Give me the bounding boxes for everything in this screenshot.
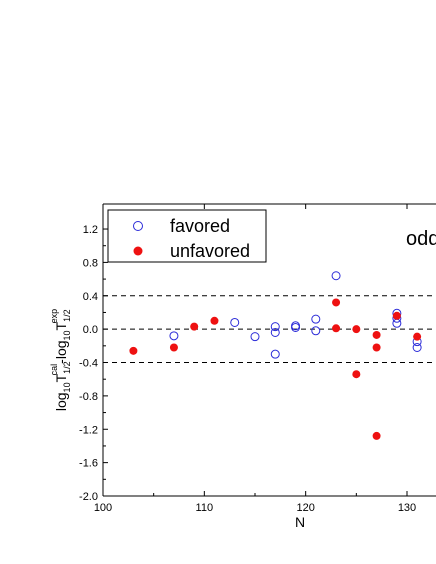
point-favored <box>311 326 321 336</box>
x-axis-title: N <box>295 514 305 530</box>
point-unfavored <box>190 322 199 331</box>
data-points <box>129 271 422 440</box>
y-axis-title: log10T1/2cal-log10T1/2exp <box>49 309 72 411</box>
point-favored <box>412 342 422 352</box>
legend-marker-favored <box>133 221 143 231</box>
y-tick-label: 0.0 <box>83 324 98 336</box>
point-unfavored <box>372 330 381 339</box>
point-unfavored <box>352 325 361 334</box>
x-tick-label: 100 <box>94 502 112 514</box>
point-favored <box>169 331 179 341</box>
y-tick-label: -1.6 <box>79 458 98 470</box>
point-favored <box>270 327 280 337</box>
point-unfavored <box>332 298 341 307</box>
chart-annotation: odd <box>406 228 436 250</box>
legend: favored unfavored <box>107 209 267 263</box>
point-unfavored <box>372 431 381 440</box>
x-tick-label: 110 <box>196 502 214 514</box>
x-tick-label: 130 <box>398 502 416 514</box>
point-unfavored <box>332 324 341 333</box>
reference-lines <box>103 295 436 364</box>
point-unfavored <box>392 311 401 320</box>
point-favored <box>230 317 240 327</box>
y-tick-label: 1.2 <box>83 224 98 236</box>
y-tick-label: -2.0 <box>79 491 98 503</box>
point-favored <box>331 271 341 281</box>
ticks: -2.0 -1.6 -1.2 -0.8 -0.4 0.0 0.4 0.8 1.2 100 110 12… <box>79 204 416 514</box>
y-tick-label: 0.8 <box>83 257 98 269</box>
y-tick-label: -1.2 <box>79 424 98 436</box>
point-unfavored <box>372 343 381 352</box>
point-unfavored <box>413 332 422 341</box>
point-favored <box>291 321 301 331</box>
y-tick-label: 0.4 <box>83 291 98 303</box>
point-unfavored <box>169 343 178 352</box>
axes <box>102 203 436 497</box>
legend-marker-unfavored <box>133 246 143 256</box>
point-unfavored <box>352 370 361 379</box>
x-tick-label: 120 <box>296 502 314 514</box>
point-favored <box>311 314 321 324</box>
point-favored <box>392 318 402 328</box>
point-unfavored <box>129 346 138 355</box>
point-unfavored <box>210 316 219 325</box>
y-tick-label: -0.4 <box>79 358 98 370</box>
legend-label-favored: favored <box>170 216 230 236</box>
point-favored <box>250 332 260 342</box>
legend-label-unfavored: unfavored <box>170 241 250 261</box>
y-tick-label: -0.8 <box>79 391 98 403</box>
point-favored <box>270 349 280 359</box>
point-favored <box>270 322 280 332</box>
